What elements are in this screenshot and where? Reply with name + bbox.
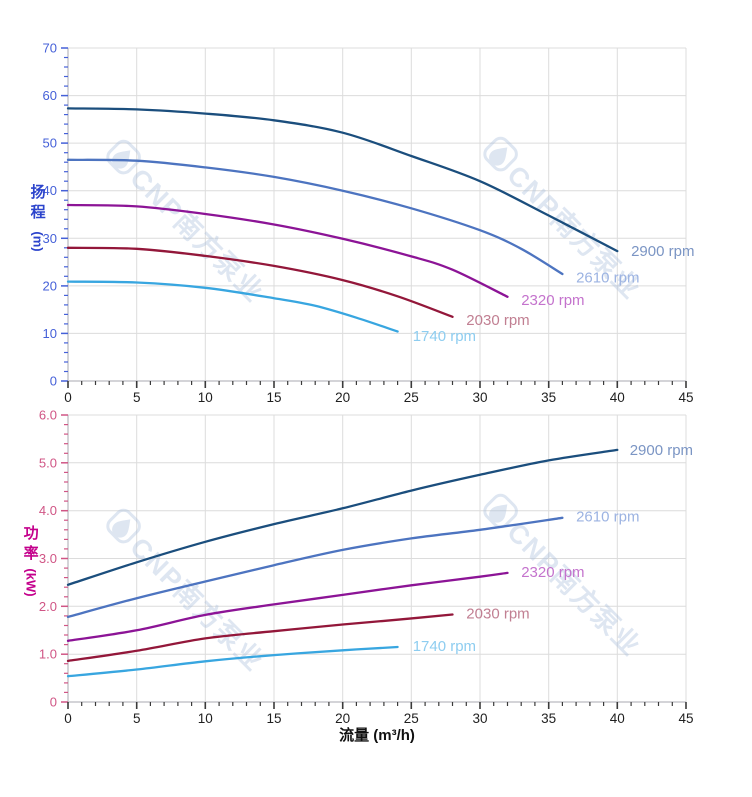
curve-label-1740rpm: 1740 rpm xyxy=(413,638,476,655)
x-tick-label: 20 xyxy=(335,711,350,726)
power-axis-title-text: 功率 xyxy=(23,525,39,562)
x-tick-label: 35 xyxy=(541,390,556,405)
head-axis-title: 扬程 (m) xyxy=(28,183,48,252)
x-tick-label: 25 xyxy=(404,711,419,726)
power-axis-title: 功率 (kW) xyxy=(17,524,45,597)
y-tick-label: 1.0 xyxy=(39,647,57,662)
curve-label-2610rpm: 2610 rpm xyxy=(576,508,639,525)
y-tick-label: 4.0 xyxy=(39,503,57,518)
x-tick-label: 5 xyxy=(133,711,141,726)
y-tick-label: 5.0 xyxy=(39,455,57,470)
cnp-drop-icon xyxy=(489,504,508,523)
x-tick-label: 45 xyxy=(678,711,693,726)
power-curves: CNP南方泵业 CNP南方泵业 0 1.0 2.0 3.0 4.0 5.0 6.0 0 5 10 15 2… xyxy=(39,408,694,727)
y-tick-label: 0 xyxy=(50,374,57,389)
curve-label-2030rpm: 2030 rpm xyxy=(466,606,529,623)
cnp-drop-icon xyxy=(112,519,131,538)
x-tick-label: 45 xyxy=(678,390,693,405)
y-tick-label: 0 xyxy=(50,695,57,710)
x-tick-label: 0 xyxy=(64,390,72,405)
head-axis-unit: (m) xyxy=(30,231,46,252)
x-tick-label: 20 xyxy=(335,390,350,405)
y-tick-label: 50 xyxy=(43,136,57,151)
y-tick-label: 2.0 xyxy=(39,599,57,614)
curve-2900rpm xyxy=(66,448,619,586)
y-tick-label: 30 xyxy=(43,231,57,246)
y-tick-label: 60 xyxy=(43,88,57,103)
x-tick-label: 10 xyxy=(198,390,213,405)
x-tick-label: 15 xyxy=(266,390,281,405)
cnp-logo-watermark-icon xyxy=(106,508,141,544)
power-axis-unit: (kW) xyxy=(23,568,39,597)
curve-2030rpm xyxy=(66,613,454,663)
curve-2320rpm xyxy=(66,571,509,642)
curve-1740rpm xyxy=(66,280,399,333)
x-tick-label: 40 xyxy=(610,390,625,405)
curve-label-2320rpm: 2320 rpm xyxy=(521,564,584,581)
x-tick-label: 10 xyxy=(198,711,213,726)
cnp-watermark-text: CNP南方泵业 xyxy=(501,516,647,662)
cnp-logo-watermark-icon xyxy=(106,139,141,175)
cnp-logo-watermark-icon xyxy=(483,493,518,529)
y-tick-label: 20 xyxy=(43,278,57,293)
x-tick-label: 0 xyxy=(64,711,72,726)
curve-2610rpm xyxy=(66,516,564,619)
y-tick-label: 40 xyxy=(43,183,57,198)
x-tick-label: 25 xyxy=(404,390,419,405)
cnp-watermark-text: CNP南方泵业 xyxy=(124,531,270,677)
curve-label-2610rpm: 2610 rpm xyxy=(576,269,639,286)
x-tick-label: 30 xyxy=(472,711,487,726)
curve-1740rpm xyxy=(66,645,399,678)
curve-label-1740rpm: 1740 rpm xyxy=(413,328,476,345)
flow-axis-title: 流量 (m³/h) xyxy=(339,727,415,744)
y-tick-label: 10 xyxy=(43,326,57,341)
curve-label-2320rpm: 2320 rpm xyxy=(521,292,584,309)
curve-2320rpm xyxy=(66,203,509,298)
head-axis-title-text: 扬程 xyxy=(30,184,46,221)
y-tick-label: 6.0 xyxy=(39,408,57,423)
x-tick-label: 30 xyxy=(472,390,487,405)
curve-2030rpm xyxy=(66,246,454,318)
cnp-logo-watermark-icon xyxy=(483,136,518,172)
cnp-drop-icon xyxy=(489,147,508,166)
curve-label-2900rpm: 2900 rpm xyxy=(630,442,693,459)
x-tick-label: 15 xyxy=(266,711,281,726)
x-tick-label: 35 xyxy=(541,711,556,726)
curve-2610rpm xyxy=(66,158,564,276)
curve-2900rpm xyxy=(66,107,619,253)
x-tick-label: 5 xyxy=(133,390,141,405)
x-tick-label: 40 xyxy=(610,711,625,726)
y-tick-label: 3.0 xyxy=(39,551,57,566)
y-tick-label: 70 xyxy=(43,41,57,56)
curve-label-2900rpm: 2900 rpm xyxy=(631,243,694,260)
curve-label-2030rpm: 2030 rpm xyxy=(466,312,529,329)
